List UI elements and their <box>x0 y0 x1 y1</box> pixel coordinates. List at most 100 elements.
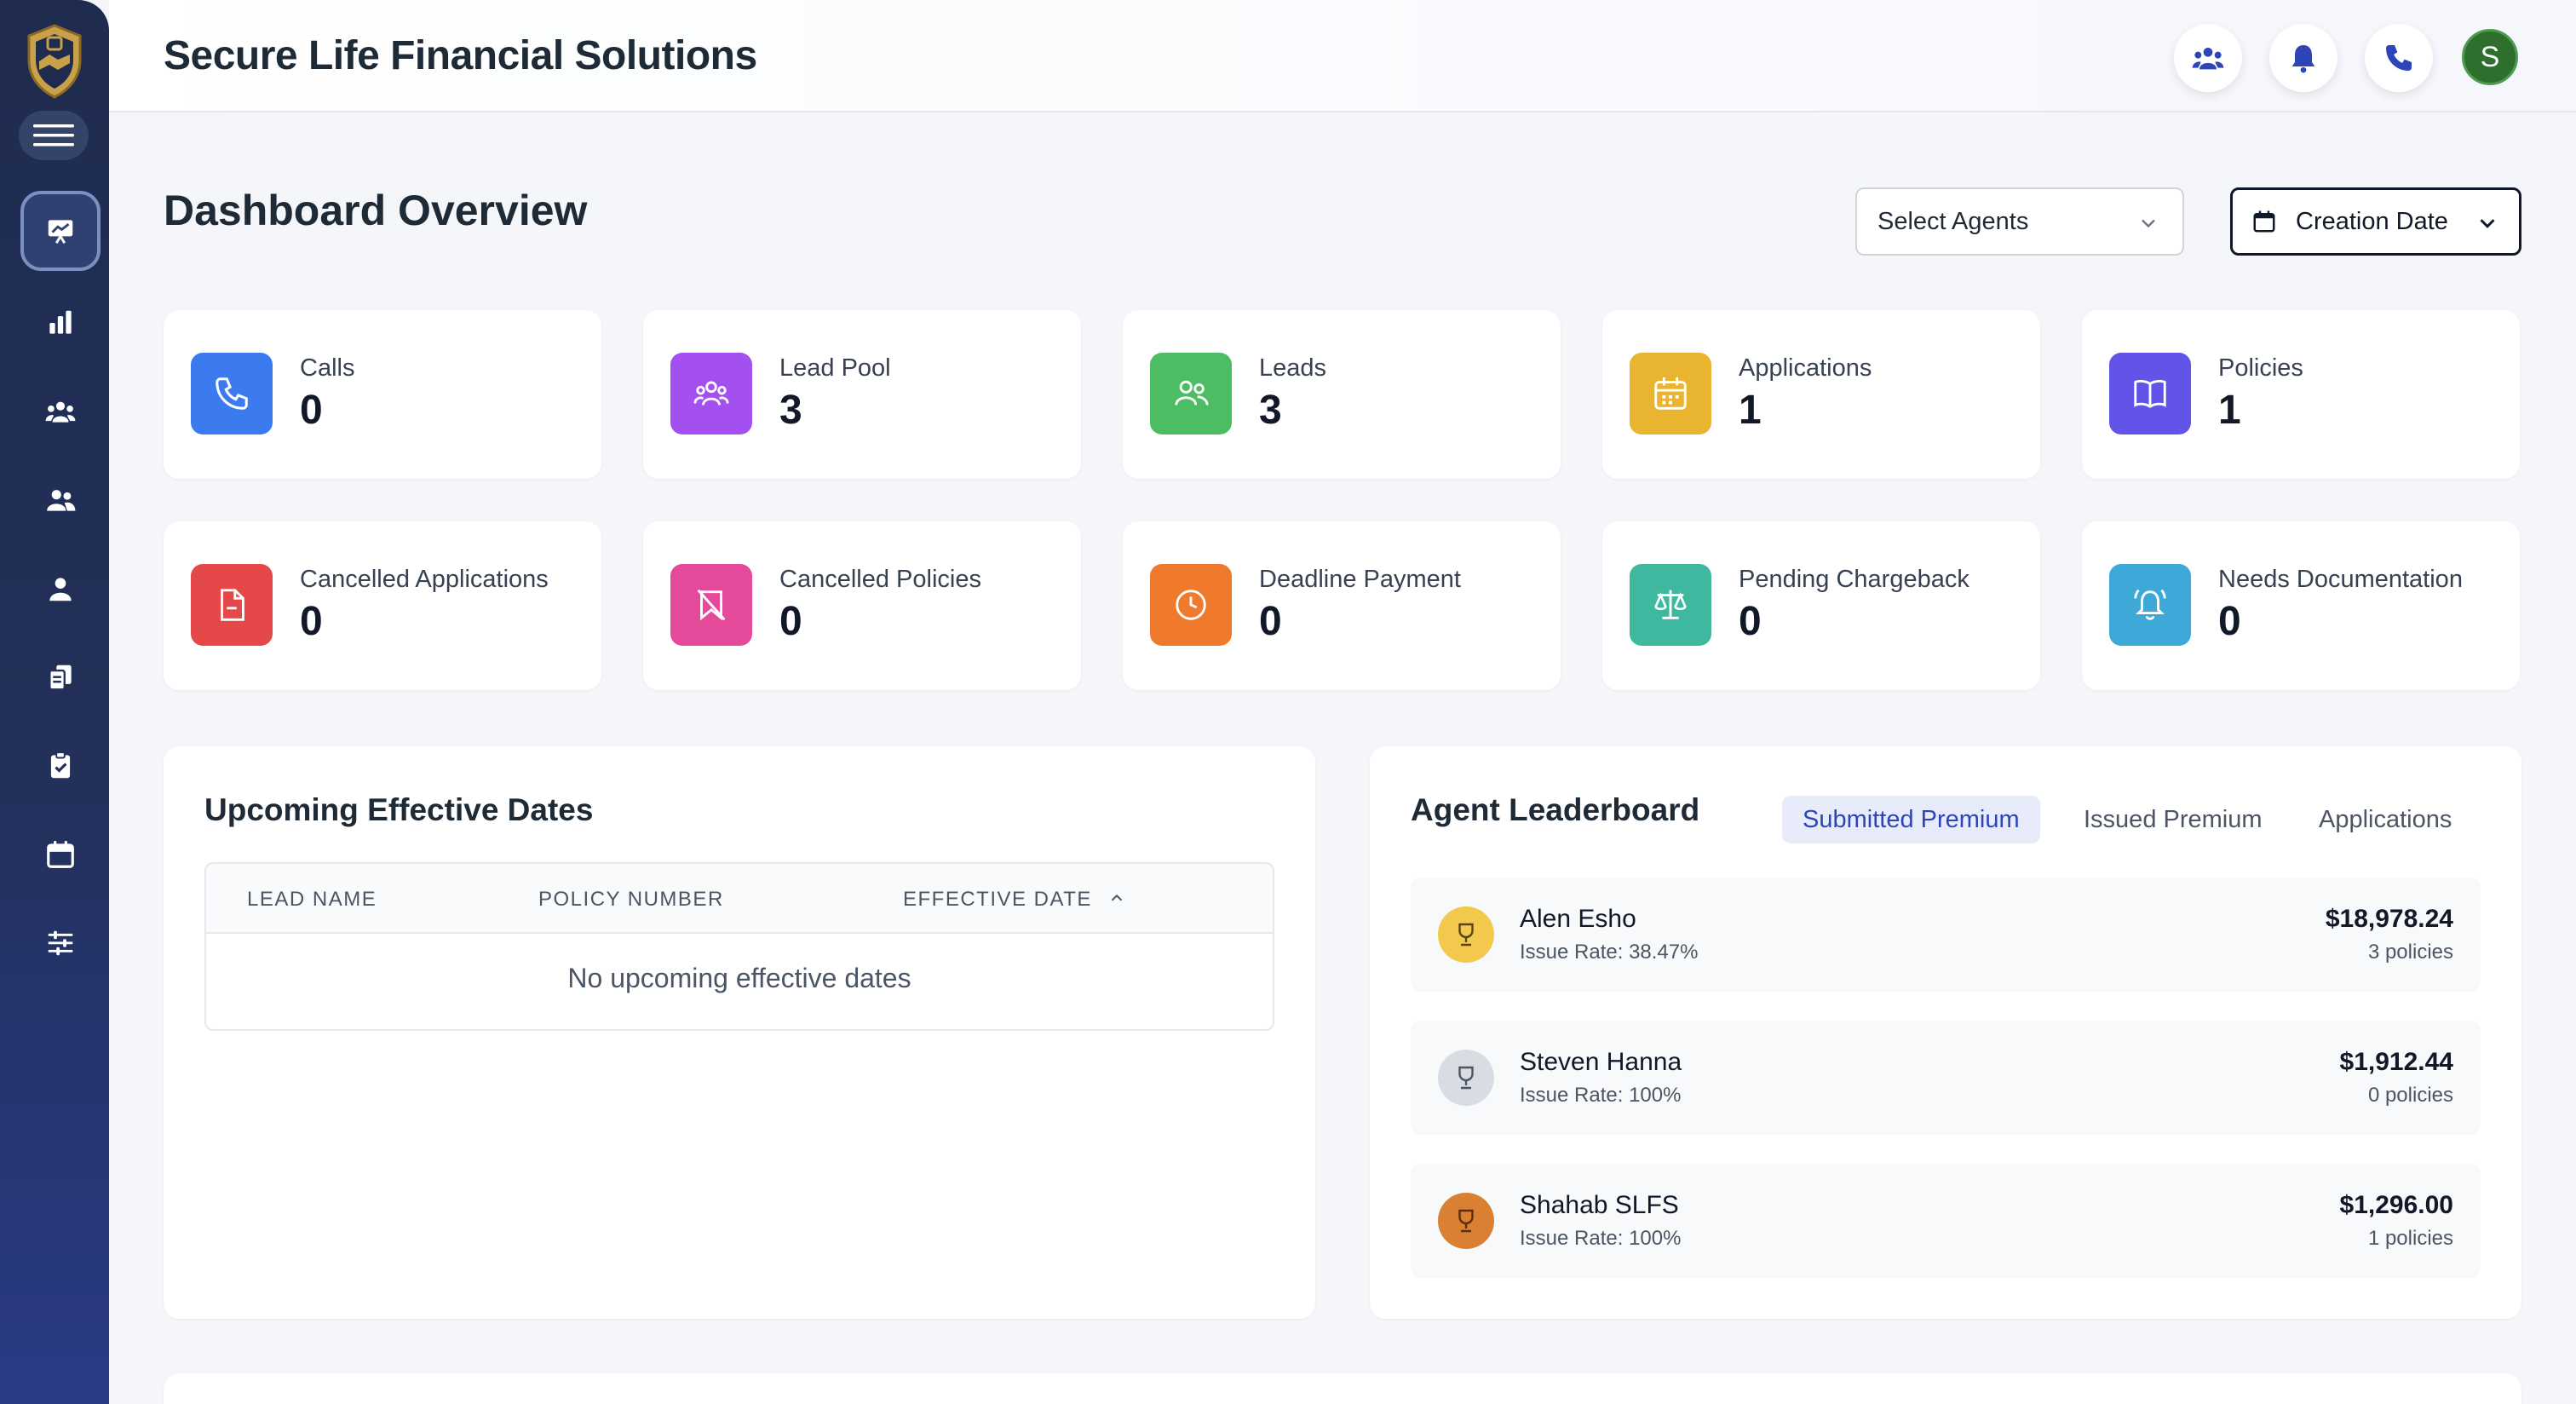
stat-value: 0 <box>300 388 323 433</box>
stat-card-leads[interactable]: Leads 3 <box>1123 310 1561 479</box>
documents-icon <box>49 665 72 691</box>
upcoming-title: Upcoming Effective Dates <box>204 792 594 827</box>
clock-icon <box>1176 590 1206 620</box>
column-effective-date-label: EFFECTIVE DATE <box>903 888 1092 911</box>
stat-value: 0 <box>1259 599 1282 644</box>
nav-calendar[interactable] <box>20 814 101 895</box>
app-title: Secure Life Financial Solutions <box>164 33 757 78</box>
tab-applications[interactable]: Applications <box>2319 805 2452 833</box>
shield-logo-icon[interactable] <box>24 22 85 101</box>
stat-label: Leads <box>1259 354 1327 382</box>
phone-icon <box>2386 45 2412 71</box>
user-avatar[interactable]: S <box>2462 29 2518 85</box>
stat-icon-box <box>670 353 752 434</box>
stat-icon-box <box>191 353 273 434</box>
stat-card-pending-chargeback[interactable]: Pending Chargeback 0 <box>1602 521 2040 690</box>
column-effective-date[interactable]: EFFECTIVE DATE <box>903 888 1126 912</box>
bell-icon <box>2291 45 2315 73</box>
table-header: LEAD NAME POLICY NUMBER EFFECTIVE DATE <box>206 864 1273 934</box>
policy-count: 0 policies <box>2367 1084 2453 1107</box>
chevron-down-icon <box>2142 219 2155 228</box>
stat-card-lead-pool[interactable]: Lead Pool 3 <box>643 310 1081 479</box>
users-icon <box>47 490 76 511</box>
users-group-icon <box>693 381 729 406</box>
stat-value: 3 <box>1259 388 1282 433</box>
leaderboard-row[interactable]: Alen Esho Issue Rate: 38.47% $18,978.24 … <box>1411 878 2481 992</box>
book-icon <box>2134 379 2166 409</box>
users-group-icon <box>45 401 76 423</box>
stat-icon-box <box>2109 353 2191 434</box>
stat-value: 0 <box>1739 599 1762 644</box>
stat-label: Needs Documentation <box>2218 566 2463 593</box>
agent-leaderboard-panel: Agent Leaderboard Submitted Premium Issu… <box>1370 746 2521 1319</box>
upcoming-effective-dates-panel: Upcoming Effective Dates LEAD NAME POLIC… <box>164 746 1315 1319</box>
nav-documents[interactable] <box>20 637 101 717</box>
stat-icon-box <box>191 564 273 646</box>
gold-trophy-icon <box>1438 906 1494 963</box>
nav-profile[interactable] <box>20 549 101 629</box>
stat-icon-box <box>1150 353 1232 434</box>
agent-name: Steven Hanna <box>1520 1048 1682 1076</box>
nav-dashboard[interactable] <box>20 191 101 271</box>
call-button[interactable] <box>2365 24 2433 92</box>
column-lead-name[interactable]: LEAD NAME <box>247 888 377 911</box>
stat-label: Calls <box>300 354 355 382</box>
creation-date-label: Creation Date <box>2296 207 2448 235</box>
premium-amount: $18,978.24 <box>2325 905 2453 933</box>
menu-icon <box>33 124 74 147</box>
nav-analytics[interactable] <box>20 283 101 363</box>
tab-issued-premium[interactable]: Issued Premium <box>2084 805 2263 833</box>
tab-submitted-premium[interactable]: Submitted Premium <box>1782 796 2040 843</box>
issue-rate: Issue Rate: 100% <box>1520 1227 1682 1250</box>
clipboard-check-icon <box>50 751 71 779</box>
nav-leads[interactable] <box>20 460 101 540</box>
stat-value: 0 <box>779 599 802 644</box>
stat-label: Applications <box>1739 354 1872 382</box>
stat-value: 0 <box>2218 599 2241 644</box>
stat-card-cancelled-applications[interactable]: Cancelled Applications 0 <box>164 521 601 690</box>
next-section-panel <box>164 1373 2521 1404</box>
calendar-icon <box>47 841 74 868</box>
chevron-down-icon <box>2480 219 2495 228</box>
nav-tasks[interactable] <box>20 726 101 806</box>
stat-card-cancelled-policies[interactable]: Cancelled Policies 0 <box>643 521 1081 690</box>
stat-icon-box <box>1630 564 1711 646</box>
issue-rate: Issue Rate: 38.47% <box>1520 941 1699 964</box>
top-header: Secure Life Financial Solutions <box>109 0 2576 112</box>
bookmark-off-icon <box>697 589 726 621</box>
nav-settings[interactable] <box>20 903 101 983</box>
empty-state-message: No upcoming effective dates <box>567 963 911 993</box>
silver-trophy-icon <box>1438 1050 1494 1106</box>
column-policy-number[interactable]: POLICY NUMBER <box>538 888 724 911</box>
nav-teams[interactable] <box>20 371 101 452</box>
stat-icon-box <box>2109 564 2191 646</box>
creation-date-button[interactable]: Creation Date <box>2230 187 2521 256</box>
user-icon <box>49 578 72 601</box>
phone-icon <box>216 377 248 410</box>
bell-ring-icon <box>2134 589 2166 620</box>
calendar-icon <box>1654 377 1687 410</box>
users-group-icon <box>2192 48 2224 70</box>
stat-card-applications[interactable]: Applications 1 <box>1602 310 2040 479</box>
team-button[interactable] <box>2174 24 2242 92</box>
leaderboard-row[interactable]: Shahab SLFS Issue Rate: 100% $1,296.00 1… <box>1411 1164 2481 1278</box>
issue-rate: Issue Rate: 100% <box>1520 1084 1682 1107</box>
bronze-trophy-icon <box>1438 1193 1494 1249</box>
chevron-up-icon <box>1111 894 1123 901</box>
stat-value: 3 <box>779 388 802 433</box>
select-agents-dropdown[interactable]: Select Agents <box>1855 187 2184 256</box>
file-icon <box>221 589 244 621</box>
premium-amount: $1,912.44 <box>2339 1048 2453 1076</box>
hamburger-menu-button[interactable] <box>19 111 89 160</box>
stat-label: Pending Chargeback <box>1739 566 1969 593</box>
stat-value: 1 <box>1739 388 1762 433</box>
notifications-button[interactable] <box>2269 24 2337 92</box>
stat-icon-box <box>1630 353 1711 434</box>
stat-card-deadline-payment[interactable]: Deadline Payment 0 <box>1123 521 1561 690</box>
leaderboard-row[interactable]: Steven Hanna Issue Rate: 100% $1,912.44 … <box>1411 1021 2481 1135</box>
stat-value: 1 <box>2218 388 2241 433</box>
stat-card-policies[interactable]: Policies 1 <box>2082 310 2520 479</box>
stat-icon-box <box>670 564 752 646</box>
stat-card-calls[interactable]: Calls 0 <box>164 310 601 479</box>
stat-card-needs-documentation[interactable]: Needs Documentation 0 <box>2082 521 2520 690</box>
